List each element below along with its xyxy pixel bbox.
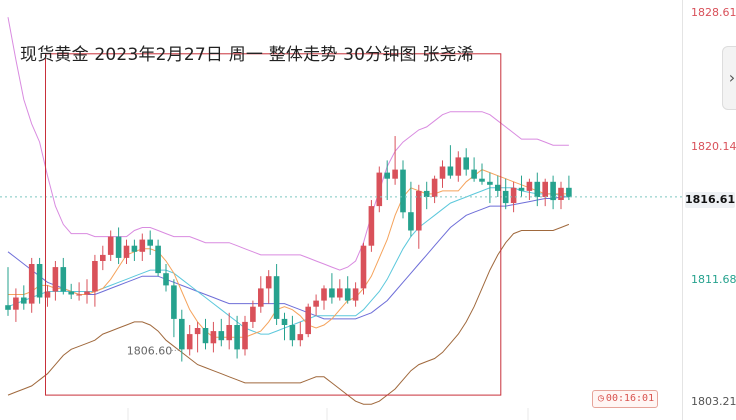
candle-body xyxy=(242,321,248,350)
candle-body xyxy=(265,276,272,289)
candle-body xyxy=(28,264,35,304)
candle-body xyxy=(337,288,343,298)
candle-body xyxy=(147,239,153,246)
candle-body xyxy=(297,334,304,341)
candle-body xyxy=(487,181,493,185)
candle-body xyxy=(52,267,59,292)
last-price-tag: 1816.61 xyxy=(685,192,736,208)
ma-slow-line xyxy=(7,196,569,320)
candle-body xyxy=(171,285,177,319)
candle-body xyxy=(84,291,90,295)
candle-body xyxy=(510,187,517,203)
candle-body xyxy=(439,166,446,179)
bollinger-lower-line xyxy=(7,223,570,405)
candle-body xyxy=(44,291,51,298)
chevron-right-icon[interactable]: › xyxy=(722,46,736,110)
candle-body xyxy=(210,331,217,344)
candle-body xyxy=(163,273,169,286)
bollinger-upper-line xyxy=(7,17,569,271)
candle-body xyxy=(289,325,296,341)
candle-body xyxy=(100,254,106,261)
ma-fast-line xyxy=(8,169,569,338)
countdown-timer: ◷ 00:16:01 xyxy=(592,390,658,408)
candle-body xyxy=(542,181,548,197)
candle-body xyxy=(92,261,98,292)
candle-body xyxy=(479,178,485,182)
candle-body xyxy=(273,276,280,319)
candle-body xyxy=(194,328,201,335)
candle-body xyxy=(313,300,319,307)
candle-body xyxy=(392,169,398,179)
candle-body xyxy=(550,181,556,201)
candle-body xyxy=(518,187,525,191)
chart-annotations: 1806.60 xyxy=(0,53,682,396)
candle-body xyxy=(305,306,311,335)
low-price-annotation: 1806.60 xyxy=(127,344,173,357)
candle-body xyxy=(179,318,185,350)
candle-body xyxy=(107,236,114,255)
candle-body xyxy=(463,157,469,170)
candle-body xyxy=(400,169,406,213)
candle-body xyxy=(202,328,209,344)
candle-body xyxy=(36,264,43,298)
candle-body xyxy=(534,181,541,197)
candle-body xyxy=(123,245,130,258)
candle-body xyxy=(60,267,67,292)
candle-body xyxy=(139,239,146,252)
chart-title: 现货黄金 2023年2月27日 周一 整体走势 30分钟图 张尧浠 xyxy=(20,45,474,65)
candle-body xyxy=(131,245,138,252)
price-axis: 1828.61 1820.14 1811.68 1803.21 1816.61 xyxy=(682,0,736,420)
candle-body xyxy=(226,325,232,341)
range-box xyxy=(45,53,502,396)
candle-body xyxy=(423,190,430,197)
candle-body xyxy=(218,331,225,341)
candle-body xyxy=(250,306,256,322)
candle-body xyxy=(321,288,327,301)
candle-body xyxy=(384,172,390,179)
chart-grid xyxy=(127,408,529,420)
candle-body xyxy=(558,187,564,200)
candle-body xyxy=(416,190,422,231)
candle-body xyxy=(368,206,375,246)
candle-body xyxy=(21,297,27,304)
ma-mid-line xyxy=(7,187,569,335)
candlesticks xyxy=(5,136,572,362)
candle-body xyxy=(76,294,82,296)
clock-icon: ◷ xyxy=(597,393,604,404)
candle-body xyxy=(13,297,19,310)
candle-body xyxy=(234,325,240,350)
candle-body xyxy=(455,157,462,176)
candle-body xyxy=(526,181,533,191)
candle-body xyxy=(68,291,74,295)
candle-body xyxy=(471,169,477,179)
price-tick-label: 1820.14 xyxy=(691,140,736,153)
candle-body xyxy=(495,184,501,191)
candle-body xyxy=(155,245,161,274)
countdown-value: 00:16:01 xyxy=(605,393,655,404)
candle-body xyxy=(431,178,438,197)
price-tick-label: 1803.21 xyxy=(691,395,736,408)
candle-body xyxy=(344,288,351,301)
candle-body xyxy=(5,305,11,310)
indicator-lines xyxy=(7,17,570,405)
candle-body xyxy=(258,288,264,307)
candle-body xyxy=(186,334,193,350)
price-tick-label: 1828.61 xyxy=(691,6,736,19)
candle-body xyxy=(360,245,367,289)
candle-body xyxy=(408,212,414,231)
candle-body xyxy=(115,236,122,258)
candle-body xyxy=(376,172,383,207)
price-tick-label: 1811.68 xyxy=(691,273,736,286)
candle-body xyxy=(352,288,359,301)
candle-body xyxy=(329,288,335,298)
candle-body xyxy=(566,187,572,197)
candle-body xyxy=(447,166,454,176)
candle-body xyxy=(281,318,288,325)
